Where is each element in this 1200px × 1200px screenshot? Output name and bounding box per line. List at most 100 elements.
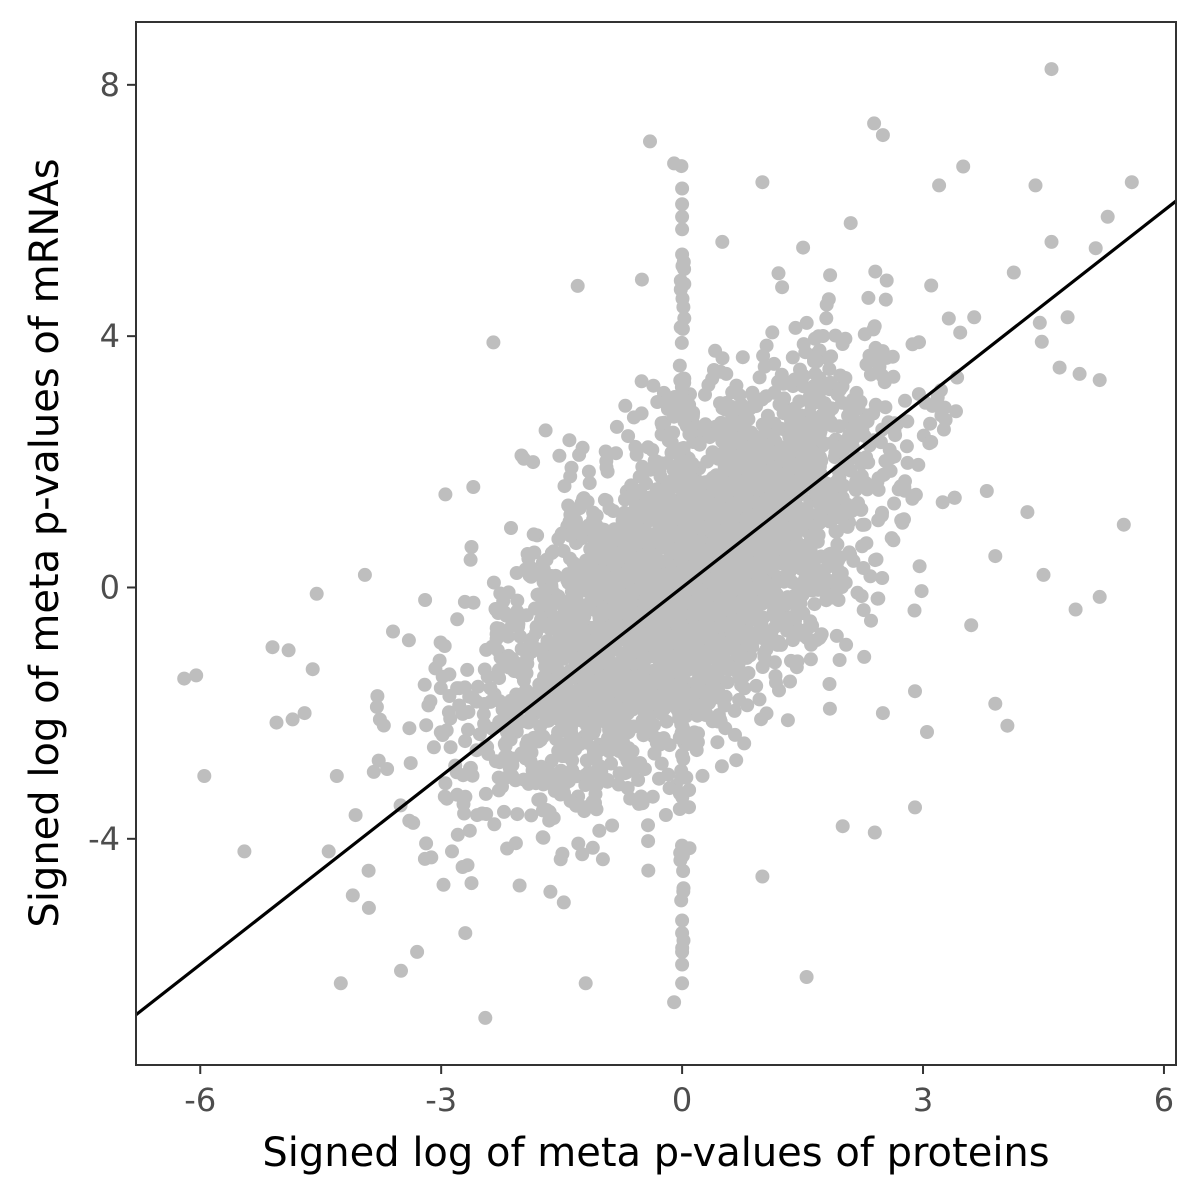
data-point — [509, 687, 524, 702]
data-point — [623, 647, 638, 662]
data-point — [418, 593, 433, 607]
data-point — [566, 630, 581, 645]
data-point — [579, 735, 594, 750]
data-point — [596, 551, 611, 566]
data-point — [497, 804, 511, 819]
data-point — [741, 666, 756, 680]
data-point — [709, 483, 724, 497]
data-point — [477, 716, 492, 731]
data-point — [838, 371, 853, 385]
data-point — [394, 963, 408, 978]
data-point — [595, 852, 610, 867]
data-point — [504, 521, 518, 535]
data-point — [578, 768, 593, 783]
data-point — [514, 746, 529, 761]
data-point — [650, 586, 665, 601]
data-point — [611, 657, 626, 672]
data-point — [1044, 62, 1059, 77]
data-point — [676, 705, 691, 720]
data-point — [677, 414, 692, 429]
data-point — [629, 498, 643, 513]
data-point — [780, 713, 795, 728]
data-point — [1092, 373, 1107, 388]
data-point — [848, 482, 863, 497]
data-point — [628, 629, 643, 644]
data-point — [550, 662, 565, 677]
data-point — [867, 116, 882, 131]
data-point — [832, 653, 847, 667]
data-point — [673, 273, 688, 288]
data-point — [710, 735, 725, 750]
y-tick-label: 4 — [100, 317, 120, 355]
data-point — [801, 458, 816, 473]
data-point — [624, 595, 639, 610]
data-point — [572, 447, 587, 462]
data-point — [920, 725, 934, 739]
data-point — [967, 310, 982, 325]
data-point — [820, 559, 835, 574]
data-point — [570, 278, 585, 293]
data-point — [733, 539, 747, 553]
data-point — [888, 428, 903, 443]
data-point — [533, 567, 547, 582]
data-point — [530, 587, 545, 602]
data-point — [539, 552, 554, 567]
data-point — [708, 645, 722, 660]
data-point — [698, 417, 713, 432]
data-point — [675, 391, 690, 406]
data-point — [688, 685, 703, 700]
data-point — [877, 375, 892, 390]
data-point — [635, 555, 650, 570]
data-point — [754, 496, 769, 511]
data-point — [870, 591, 885, 606]
data-point — [737, 681, 752, 696]
data-point — [738, 413, 753, 428]
x-tick-label: 6 — [1154, 1081, 1174, 1119]
data-point — [361, 900, 376, 915]
data-point — [566, 556, 581, 571]
data-point — [641, 834, 656, 849]
data-point — [609, 446, 623, 461]
data-point — [851, 496, 865, 510]
data-point — [586, 704, 601, 719]
data-point — [755, 175, 770, 190]
data-point — [746, 453, 761, 468]
data-point — [676, 465, 691, 480]
data-point — [522, 566, 537, 581]
data-point — [592, 611, 607, 626]
data-point — [812, 496, 827, 511]
data-point — [663, 393, 678, 408]
data-point — [1060, 310, 1075, 325]
data-point — [817, 577, 832, 592]
data-point — [857, 649, 872, 664]
data-point — [819, 297, 834, 312]
data-point — [543, 884, 558, 899]
data-point — [1006, 265, 1021, 280]
data-point — [673, 609, 688, 624]
data-point — [579, 495, 594, 510]
x-tick-label: -3 — [425, 1081, 457, 1119]
data-point — [867, 825, 882, 840]
data-point — [559, 749, 574, 764]
data-point — [548, 640, 563, 655]
data-point — [419, 718, 434, 733]
data-point — [953, 325, 968, 340]
data-point — [438, 487, 453, 502]
data-point — [513, 629, 528, 644]
data-point — [646, 492, 661, 507]
data-point — [676, 485, 690, 500]
data-point — [859, 536, 874, 551]
data-point — [1028, 178, 1043, 193]
data-point — [855, 517, 870, 532]
data-point — [498, 738, 513, 753]
data-point — [618, 715, 633, 730]
data-point — [600, 773, 615, 787]
data-point — [755, 660, 770, 674]
data-point — [490, 643, 505, 658]
data-point — [787, 401, 802, 416]
data-point — [464, 876, 479, 891]
data-point — [804, 443, 819, 458]
data-point — [737, 736, 752, 751]
data-point — [1000, 718, 1015, 733]
data-point — [580, 600, 595, 615]
